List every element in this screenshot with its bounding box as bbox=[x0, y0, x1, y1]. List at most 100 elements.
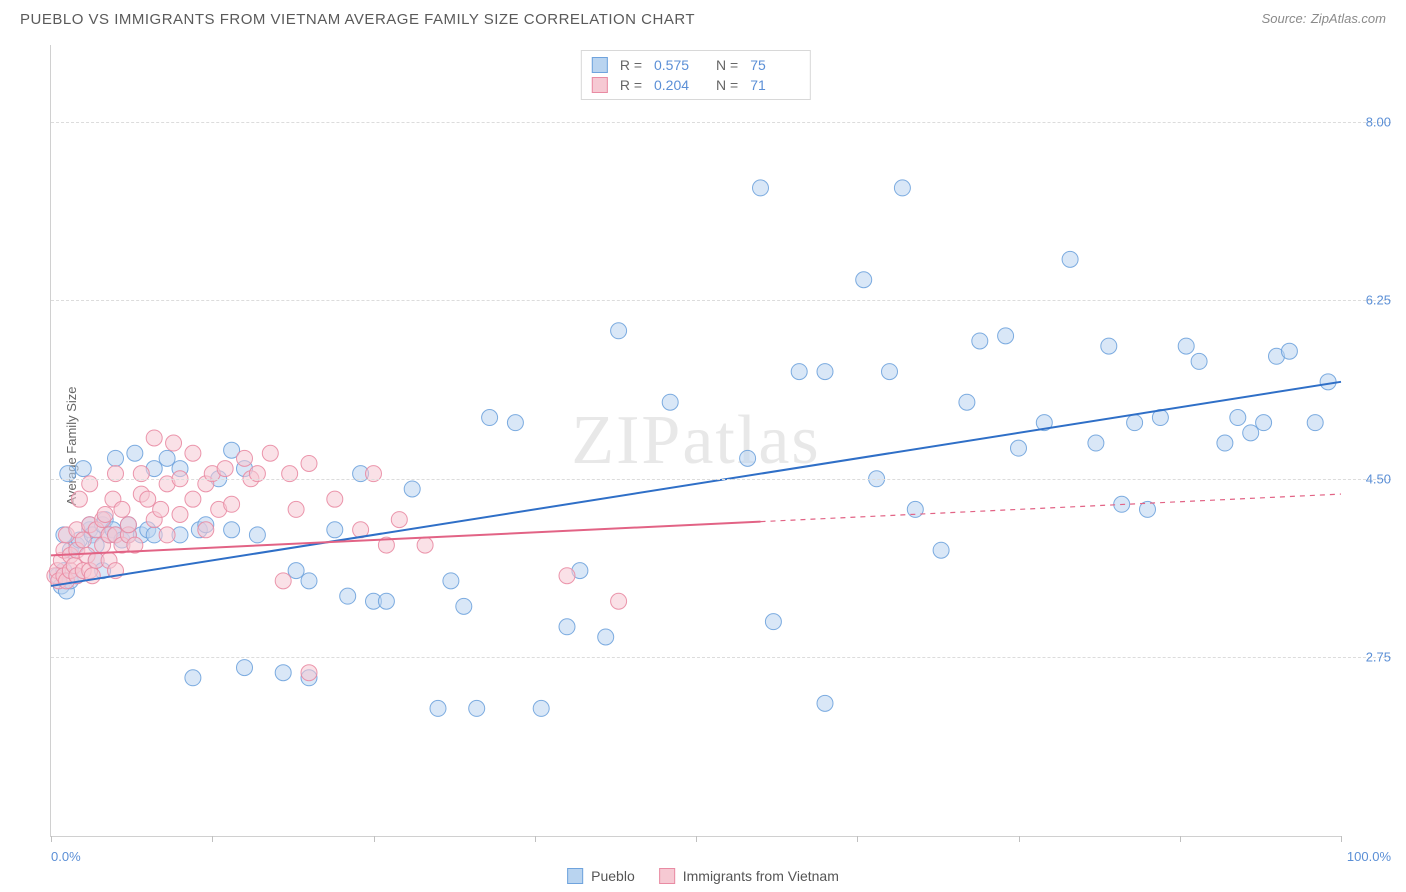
data-point bbox=[327, 491, 343, 507]
stat-r-value: 0.575 bbox=[654, 57, 704, 73]
data-point bbox=[249, 527, 265, 543]
data-point bbox=[140, 491, 156, 507]
data-point bbox=[288, 563, 304, 579]
data-point bbox=[172, 506, 188, 522]
data-point bbox=[559, 568, 575, 584]
data-point bbox=[1088, 435, 1104, 451]
stat-r-value: 0.204 bbox=[654, 77, 704, 93]
data-point bbox=[1217, 435, 1233, 451]
gridline bbox=[51, 657, 1391, 658]
data-point bbox=[262, 445, 278, 461]
data-point bbox=[1281, 343, 1297, 359]
data-point bbox=[1320, 374, 1336, 390]
data-point bbox=[159, 450, 175, 466]
data-point bbox=[1062, 251, 1078, 267]
legend-swatch bbox=[592, 57, 608, 73]
data-point bbox=[185, 491, 201, 507]
data-point bbox=[1307, 415, 1323, 431]
data-point bbox=[327, 522, 343, 538]
x-tick-mark bbox=[51, 836, 52, 842]
data-point bbox=[469, 700, 485, 716]
data-point bbox=[998, 328, 1014, 344]
legend-item: Immigrants from Vietnam bbox=[659, 868, 839, 884]
data-point bbox=[933, 542, 949, 558]
data-point bbox=[791, 364, 807, 380]
data-point bbox=[404, 481, 420, 497]
data-point bbox=[237, 450, 253, 466]
data-point bbox=[1230, 410, 1246, 426]
x-max-label: 100.0% bbox=[1347, 849, 1391, 864]
data-point bbox=[185, 445, 201, 461]
bottom-legend: Pueblo Immigrants from Vietnam bbox=[567, 868, 839, 884]
data-point bbox=[301, 455, 317, 471]
legend-label: Immigrants from Vietnam bbox=[683, 868, 839, 884]
data-point bbox=[1243, 425, 1259, 441]
stat-r-label: R = bbox=[620, 57, 642, 73]
legend-swatch bbox=[592, 77, 608, 93]
data-point bbox=[417, 537, 433, 553]
stat-n-value: 75 bbox=[750, 57, 800, 73]
source-name: ZipAtlas.com bbox=[1311, 11, 1386, 26]
data-point bbox=[598, 629, 614, 645]
legend-item: Pueblo bbox=[567, 868, 635, 884]
chart-area: ZIPatlas R =0.575N =75R =0.204N =71 2.75… bbox=[50, 45, 1341, 837]
chart-title: PUEBLO VS IMMIGRANTS FROM VIETNAM AVERAG… bbox=[20, 11, 695, 28]
legend-swatch bbox=[659, 868, 675, 884]
data-point bbox=[120, 517, 136, 533]
data-point bbox=[1011, 440, 1027, 456]
y-tick-label: 6.25 bbox=[1366, 293, 1391, 308]
data-point bbox=[275, 665, 291, 681]
data-point bbox=[166, 435, 182, 451]
y-tick-label: 4.50 bbox=[1366, 471, 1391, 486]
data-point bbox=[391, 512, 407, 528]
data-point bbox=[611, 323, 627, 339]
data-point bbox=[301, 573, 317, 589]
data-point bbox=[84, 568, 100, 584]
source-label: Source: bbox=[1262, 11, 1307, 26]
data-point bbox=[817, 364, 833, 380]
legend-label: Pueblo bbox=[591, 868, 635, 884]
data-point bbox=[959, 394, 975, 410]
data-point bbox=[856, 272, 872, 288]
data-point bbox=[275, 573, 291, 589]
y-tick-label: 8.00 bbox=[1366, 114, 1391, 129]
stat-r-label: R = bbox=[620, 77, 642, 93]
data-point bbox=[740, 450, 756, 466]
gridline bbox=[51, 479, 1391, 480]
data-point bbox=[108, 450, 124, 466]
x-tick-mark bbox=[374, 836, 375, 842]
data-point bbox=[75, 461, 91, 477]
plot-region: ZIPatlas R =0.575N =75R =0.204N =71 2.75… bbox=[50, 45, 1341, 837]
data-point bbox=[1191, 353, 1207, 369]
stat-n-label: N = bbox=[716, 77, 738, 93]
x-min-label: 0.0% bbox=[51, 849, 81, 864]
data-point bbox=[817, 695, 833, 711]
stats-row: R = 0.575 N = 75 bbox=[592, 55, 800, 75]
data-point bbox=[456, 598, 472, 614]
data-point bbox=[224, 522, 240, 538]
data-point bbox=[288, 501, 304, 517]
gridline bbox=[51, 300, 1391, 301]
legend-swatch bbox=[567, 868, 583, 884]
trend-line-dashed bbox=[761, 494, 1342, 522]
data-point bbox=[71, 491, 87, 507]
data-point bbox=[198, 522, 214, 538]
data-point bbox=[559, 619, 575, 635]
data-point bbox=[185, 670, 201, 686]
y-tick-label: 2.75 bbox=[1366, 650, 1391, 665]
stat-n-label: N = bbox=[716, 57, 738, 73]
data-point bbox=[159, 527, 175, 543]
plot-svg bbox=[51, 45, 1341, 836]
x-tick-mark bbox=[1019, 836, 1020, 842]
data-point bbox=[378, 593, 394, 609]
data-point bbox=[224, 496, 240, 512]
data-point bbox=[1127, 415, 1143, 431]
data-point bbox=[443, 573, 459, 589]
data-point bbox=[237, 660, 253, 676]
data-point bbox=[153, 501, 169, 517]
data-point bbox=[217, 461, 233, 477]
x-tick-mark bbox=[535, 836, 536, 842]
x-tick-mark bbox=[857, 836, 858, 842]
data-point bbox=[340, 588, 356, 604]
data-point bbox=[662, 394, 678, 410]
